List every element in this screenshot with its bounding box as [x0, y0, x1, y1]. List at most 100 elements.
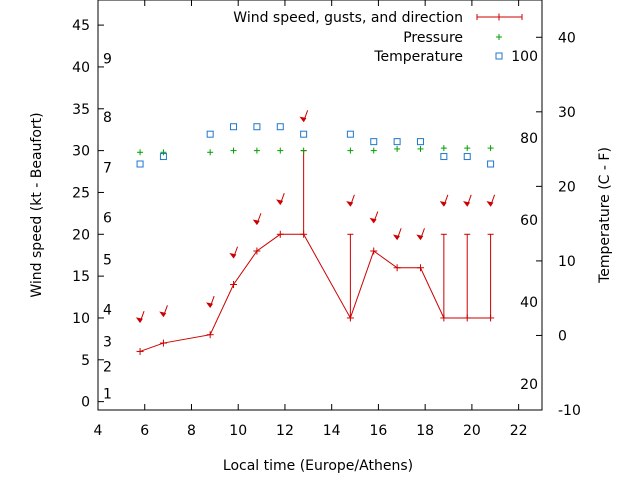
y-tick-label: 5 — [81, 353, 90, 369]
y2-tick-label: 40 — [558, 30, 576, 46]
fahrenheit-label: 100 — [511, 49, 538, 65]
beaufort-label: 4 — [103, 303, 112, 319]
wind-arrow-head — [252, 219, 260, 226]
x-tick-label: 12 — [276, 423, 294, 439]
wind-arrow-head — [205, 302, 213, 308]
beaufort-label: 3 — [103, 334, 112, 350]
pressure-point — [464, 145, 471, 152]
y2-tick-label: 20 — [558, 179, 576, 195]
legend-label: Temperature — [373, 49, 463, 65]
wind-direction-arrow — [229, 246, 239, 259]
pressure-point — [253, 147, 260, 154]
temperature-point — [230, 123, 238, 131]
wind-direction-arrow — [439, 194, 449, 207]
wind-direction-arrow — [346, 194, 355, 207]
wind-arrow-head — [369, 217, 377, 224]
y-tick-label: 35 — [72, 102, 90, 118]
y-tick-label: 25 — [72, 185, 90, 201]
wind-point — [463, 314, 471, 322]
fahrenheit-label: 40 — [520, 295, 538, 311]
beaufort-label: 5 — [103, 252, 112, 268]
wind-point — [487, 314, 495, 322]
temperature-point — [253, 123, 261, 131]
fahrenheit-label: 20 — [520, 377, 538, 393]
temperature-point — [136, 160, 144, 168]
wind-direction-arrow — [276, 192, 285, 206]
y-tick-label: 40 — [72, 60, 90, 76]
beaufort-label: 7 — [103, 160, 112, 176]
wind-point — [206, 331, 214, 339]
y2-tick-label: 10 — [558, 254, 576, 270]
legend-temperature-marker — [495, 52, 503, 60]
wind-arrow-head — [135, 317, 143, 324]
y2-tick-label: 0 — [558, 328, 567, 344]
temperature-point — [440, 153, 448, 161]
y-tick-label: 45 — [72, 18, 90, 34]
wind-point — [276, 230, 284, 238]
y-tick-label: 0 — [81, 395, 90, 411]
pressure-point — [230, 147, 237, 154]
legend-pressure-marker — [496, 34, 502, 40]
wind-direction-arrow — [416, 228, 425, 241]
pressure-point — [137, 149, 144, 156]
temperature-point — [463, 153, 471, 161]
wind-direction-arrow — [392, 228, 402, 241]
wind-point — [230, 280, 238, 288]
temperature-point — [393, 138, 401, 146]
y-tick-label: 20 — [72, 227, 90, 243]
axes: 4 6 8 10 12 14 16 18 20 22051015202530354045-1001… — [72, 0, 581, 439]
wind-arrow-head — [159, 311, 167, 318]
pressure-point — [300, 147, 307, 154]
beaufort-label: 8 — [103, 110, 112, 126]
temperature-point — [300, 130, 308, 138]
wind-point — [416, 264, 424, 272]
wind-arrow-head — [392, 234, 400, 241]
beaufort-label: 1 — [103, 386, 112, 402]
pressure-point — [417, 145, 424, 152]
y-tick-label: 30 — [72, 144, 90, 160]
beaufort-label: 2 — [103, 359, 112, 375]
x-tick-label: 22 — [510, 423, 528, 439]
wind-direction-arrow — [369, 211, 379, 224]
wind-direction-arrow — [159, 305, 168, 318]
legend: Wind speed, gusts, and direction Pressure… — [233, 10, 523, 65]
wind-speed-line — [139, 233, 491, 352]
y-tick-label: 15 — [72, 269, 90, 285]
wind-point — [370, 247, 378, 255]
plot-frame — [97, 0, 543, 411]
wind-direction-arrow — [463, 194, 472, 207]
x-axis-label: Local time (Europe/Athens) — [223, 458, 413, 474]
wind-arrow-head — [276, 199, 284, 206]
fahrenheit-label: 80 — [520, 131, 538, 147]
wind-point — [136, 347, 144, 355]
wind-point — [253, 247, 261, 255]
x-tick-label: 4 — [94, 423, 103, 439]
wind-arrow-head — [416, 234, 424, 241]
pressure-point — [370, 147, 377, 154]
temperature-point — [276, 123, 284, 131]
legend-label: Wind speed, gusts, and direction — [233, 10, 463, 26]
wind-arrow-head — [439, 201, 447, 207]
wind-point — [346, 314, 354, 322]
y-axis-label: Wind speed (kt - Beaufort) — [29, 112, 45, 297]
x-tick-label: 18 — [416, 423, 434, 439]
wind-direction-arrow — [299, 110, 309, 123]
pressure-point — [207, 149, 214, 156]
y2-tick-label: 30 — [558, 105, 576, 121]
pressure-point — [487, 145, 494, 152]
beaufort-label: 9 — [103, 52, 112, 68]
x-tick-label: 6 — [140, 423, 149, 439]
temperature-point — [159, 153, 167, 161]
pressure-point — [160, 149, 167, 156]
temperature-point — [487, 160, 495, 168]
wind-arrow-head — [229, 252, 237, 259]
y2-axis-label: Temperature (C - F) — [597, 147, 613, 284]
fahrenheit-label: 60 — [520, 213, 538, 229]
x-tick-label: 8 — [187, 423, 196, 439]
temperature-point — [416, 138, 424, 146]
wind-arrow-head — [486, 201, 494, 207]
pressure-point — [394, 145, 401, 152]
wind-direction-arrow — [205, 295, 215, 308]
wind-direction-arrow — [252, 213, 262, 226]
